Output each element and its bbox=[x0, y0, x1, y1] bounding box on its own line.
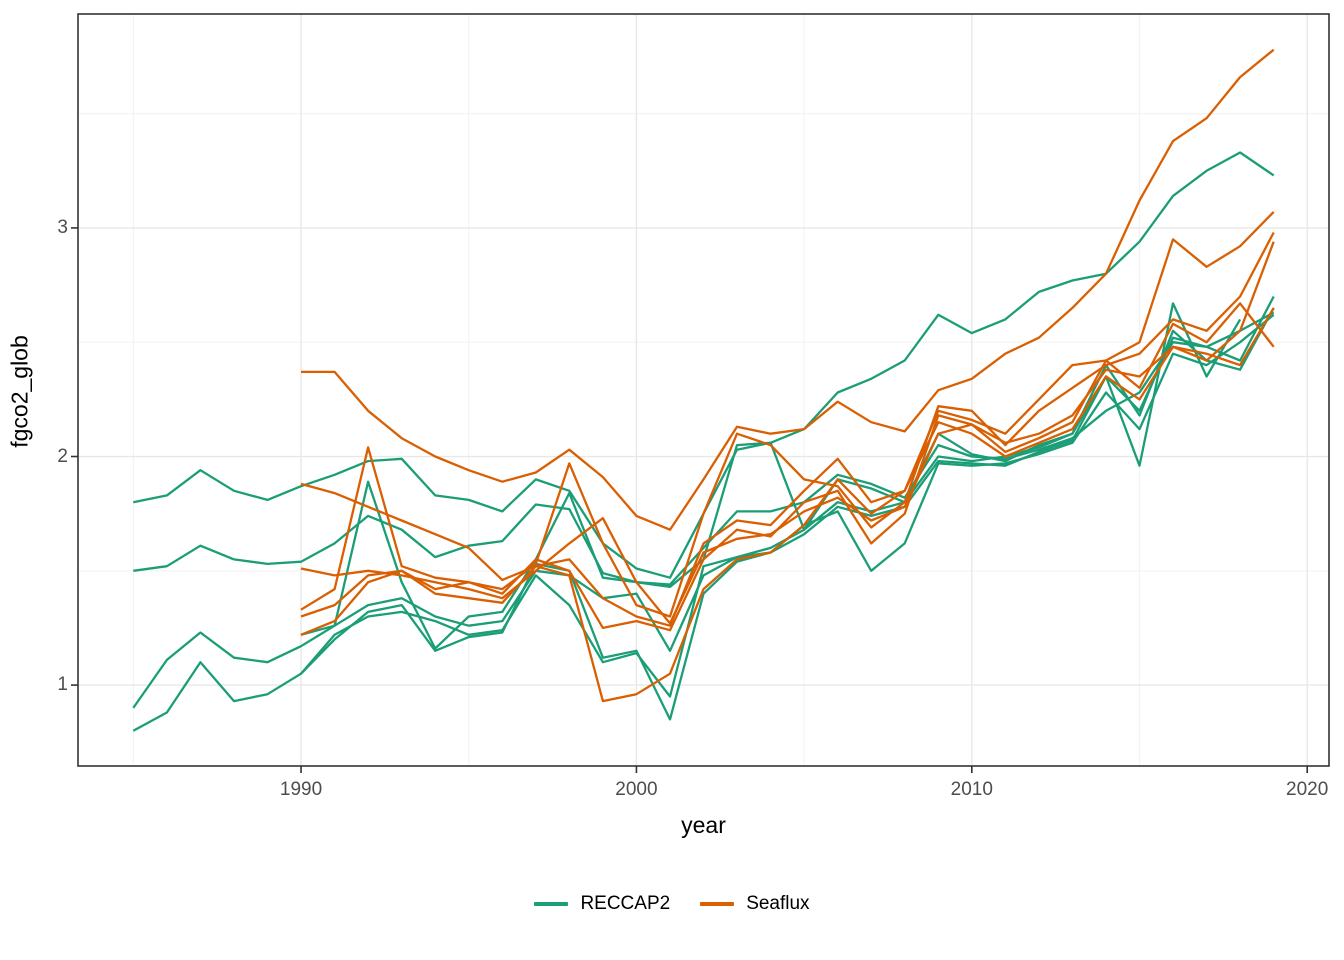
series-line-seaflux-10 bbox=[300, 302, 1275, 632]
series-line-reccap2-3 bbox=[132, 313, 1275, 732]
plot-area bbox=[71, 13, 1330, 773]
y-tick-label: 3 bbox=[57, 216, 68, 238]
y-tick-label: 2 bbox=[57, 445, 68, 467]
y-axis-title: fgco2_glob bbox=[6, 335, 33, 448]
x-tick-label: 2000 bbox=[615, 779, 658, 800]
legend-entry-reccap2: RECCAP2 bbox=[534, 893, 670, 915]
series-line-seaflux-8 bbox=[300, 231, 1275, 618]
x-tick-label: 1990 bbox=[279, 779, 323, 800]
legend-label-reccap2: RECCAP2 bbox=[580, 893, 671, 914]
legend-swatch-reccap2 bbox=[534, 902, 569, 906]
y-tick-label: 1 bbox=[57, 674, 68, 696]
series-line-reccap2-2 bbox=[132, 295, 1275, 709]
legend: RECCAP2 Seaflux bbox=[0, 893, 1344, 915]
x-axis-title: year bbox=[681, 812, 726, 838]
legend-swatch-seaflux bbox=[700, 902, 735, 906]
x-tick-label: 2010 bbox=[950, 779, 993, 800]
series-line-reccap2-4 bbox=[300, 302, 1242, 650]
series-line-seaflux-9 bbox=[300, 241, 1275, 625]
legend-label-seaflux: Seaflux bbox=[746, 893, 810, 914]
series-line-seaflux-7 bbox=[300, 211, 1275, 627]
series-line-seaflux-6 bbox=[301, 48, 1275, 531]
legend-entry-seaflux: Seaflux bbox=[700, 893, 810, 915]
series-line-seaflux-11 bbox=[300, 307, 1275, 703]
series-line-reccap2-1 bbox=[133, 311, 1275, 586]
x-tick-label: 2020 bbox=[1286, 779, 1329, 800]
panel-border bbox=[77, 13, 1330, 767]
